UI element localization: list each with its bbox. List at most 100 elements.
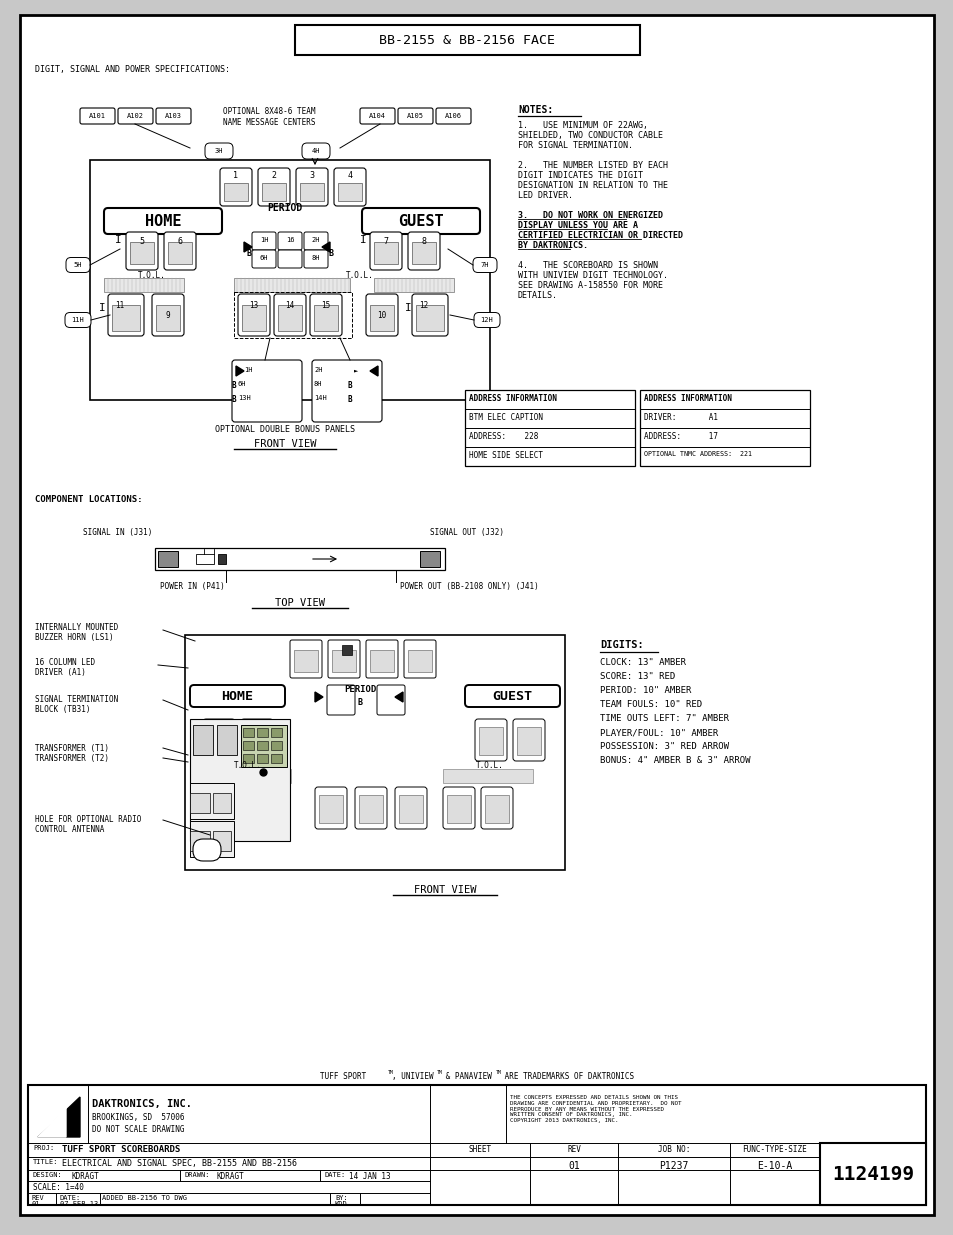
Text: DRIVER:       A1: DRIVER: A1: [643, 412, 718, 422]
Text: 4H: 4H: [312, 148, 320, 154]
Text: A101: A101: [89, 112, 106, 119]
Text: 11: 11: [115, 300, 125, 310]
Bar: [190, 821, 233, 857]
Text: T.O.L.: T.O.L.: [346, 270, 374, 279]
Text: 3: 3: [309, 172, 314, 180]
Text: T.O.L.: T.O.L.: [233, 761, 262, 769]
Text: SIGNAL TERMINATION: SIGNAL TERMINATION: [35, 695, 118, 704]
Polygon shape: [395, 692, 402, 701]
Text: HOME: HOME: [221, 689, 253, 703]
Text: 16 COLUMN LED: 16 COLUMN LED: [35, 658, 95, 667]
FancyBboxPatch shape: [274, 294, 306, 336]
FancyBboxPatch shape: [277, 249, 302, 268]
FancyBboxPatch shape: [310, 294, 341, 336]
Text: I: I: [98, 303, 105, 312]
Text: 10: 10: [377, 310, 386, 320]
FancyBboxPatch shape: [412, 294, 448, 336]
FancyBboxPatch shape: [328, 640, 359, 678]
Text: B: B: [357, 698, 362, 706]
Text: SEE DRAWING A-158550 FOR MORE: SEE DRAWING A-158550 FOR MORE: [517, 282, 662, 290]
FancyBboxPatch shape: [366, 640, 397, 678]
Text: 13H: 13H: [237, 395, 251, 401]
Text: TOP VIEW: TOP VIEW: [274, 598, 325, 608]
Text: 6H: 6H: [237, 382, 246, 387]
FancyBboxPatch shape: [395, 787, 427, 829]
Bar: [190, 719, 290, 841]
Bar: [193, 725, 213, 755]
Text: OPTIONAL TNMC ADDRESS:  221: OPTIONAL TNMC ADDRESS: 221: [643, 451, 751, 457]
Text: BTM ELEC CAPTION: BTM ELEC CAPTION: [469, 412, 542, 422]
Text: ADDRESS:      17: ADDRESS: 17: [643, 432, 718, 441]
Bar: [447, 795, 471, 823]
Text: TITLE:: TITLE:: [33, 1158, 58, 1165]
Bar: [158, 551, 178, 567]
FancyBboxPatch shape: [108, 294, 144, 336]
Bar: [242, 305, 266, 331]
FancyBboxPatch shape: [80, 107, 115, 124]
Bar: [374, 278, 454, 291]
Text: A102: A102: [127, 112, 143, 119]
Bar: [271, 741, 282, 750]
FancyBboxPatch shape: [376, 685, 405, 715]
Text: 16: 16: [286, 237, 294, 243]
Text: BUZZER HORN (LS1): BUZZER HORN (LS1): [35, 634, 113, 642]
Text: B: B: [232, 395, 236, 404]
Text: 5H: 5H: [73, 262, 82, 268]
Text: PERIOD: PERIOD: [343, 685, 375, 694]
Bar: [243, 741, 253, 750]
Bar: [416, 305, 443, 331]
Text: 6: 6: [177, 236, 182, 246]
Text: BY:: BY:: [335, 1195, 348, 1200]
Bar: [156, 305, 180, 331]
Bar: [256, 741, 268, 750]
Polygon shape: [244, 242, 252, 252]
Text: ARE TRADEMARKS OF DAKTRONICS: ARE TRADEMARKS OF DAKTRONICS: [499, 1072, 634, 1081]
Bar: [190, 793, 210, 813]
Text: E-10-A: E-10-A: [757, 1161, 792, 1171]
Text: B: B: [348, 382, 353, 390]
Text: B: B: [348, 395, 353, 404]
Bar: [112, 305, 140, 331]
Text: SHEET: SHEET: [468, 1145, 491, 1153]
Bar: [243, 727, 253, 737]
Text: PERIOD: PERIOD: [267, 203, 302, 212]
FancyBboxPatch shape: [480, 787, 513, 829]
Bar: [370, 305, 394, 331]
FancyBboxPatch shape: [295, 168, 328, 206]
Text: 1H: 1H: [244, 367, 253, 373]
Text: JOB NO:: JOB NO:: [658, 1145, 689, 1153]
Text: FUNC-TYPE-SIZE: FUNC-TYPE-SIZE: [741, 1145, 806, 1153]
Text: CLOCK: 13" AMBER: CLOCK: 13" AMBER: [599, 658, 685, 667]
Text: DATE:: DATE:: [60, 1195, 81, 1200]
Text: 2.   THE NUMBER LISTED BY EACH: 2. THE NUMBER LISTED BY EACH: [517, 161, 667, 170]
FancyBboxPatch shape: [436, 107, 471, 124]
Bar: [271, 727, 282, 737]
Text: 4.   THE SCOREBOARD IS SHOWN: 4. THE SCOREBOARD IS SHOWN: [517, 261, 658, 270]
Text: SHIELDED, TWO CONDUCTOR CABLE: SHIELDED, TWO CONDUCTOR CABLE: [517, 131, 662, 140]
Text: 15: 15: [321, 300, 331, 310]
Bar: [370, 650, 394, 672]
FancyBboxPatch shape: [118, 107, 152, 124]
Bar: [245, 727, 269, 755]
Text: TM: TM: [436, 1070, 442, 1074]
Bar: [318, 795, 343, 823]
Polygon shape: [38, 1097, 80, 1137]
Bar: [207, 795, 231, 823]
Polygon shape: [314, 692, 323, 701]
Bar: [218, 555, 226, 564]
Text: B: B: [246, 248, 252, 258]
Text: GUEST: GUEST: [492, 689, 532, 703]
Text: DIGIT INDICATES THE DIGIT: DIGIT INDICATES THE DIGIT: [517, 170, 642, 180]
Text: WITH UNIVIEW DIGIT TECHNOLOGY.: WITH UNIVIEW DIGIT TECHNOLOGY.: [517, 270, 667, 280]
FancyBboxPatch shape: [442, 787, 475, 829]
Polygon shape: [370, 366, 377, 375]
Bar: [241, 725, 287, 767]
FancyBboxPatch shape: [252, 249, 275, 268]
Text: 07 FEB 13: 07 FEB 13: [60, 1200, 98, 1207]
Polygon shape: [38, 1107, 66, 1137]
Text: DRAWN:: DRAWN:: [185, 1172, 211, 1178]
FancyBboxPatch shape: [334, 168, 366, 206]
Bar: [294, 25, 639, 56]
FancyBboxPatch shape: [473, 258, 497, 273]
FancyBboxPatch shape: [152, 294, 184, 336]
